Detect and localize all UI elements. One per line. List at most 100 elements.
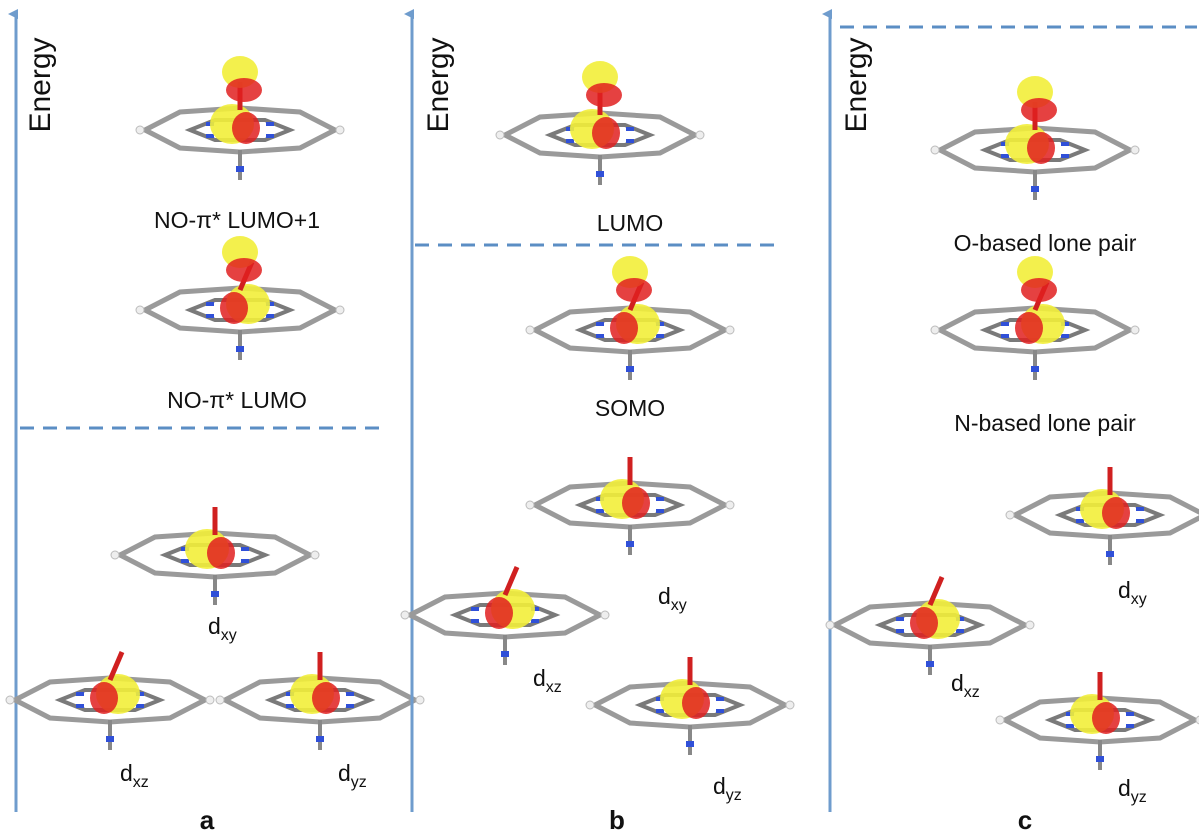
- nitrogen: [206, 302, 214, 306]
- nitrogen: [1061, 154, 1069, 158]
- nitrogen: [206, 314, 214, 318]
- lobe-red: [1027, 132, 1055, 164]
- nitrogen: [566, 139, 574, 143]
- nitrogen: [596, 334, 604, 338]
- nitrogen: [626, 139, 634, 143]
- nitrogen: [1136, 519, 1144, 523]
- orbital-label: NO-π* LUMO+1: [154, 207, 320, 233]
- nitrogen: [241, 559, 249, 563]
- hydrogen: [826, 621, 834, 629]
- nitrogen: [1001, 334, 1009, 338]
- hydrogen: [136, 126, 144, 134]
- orbital-letter: d: [1118, 577, 1131, 603]
- orbital-label: O-based lone pair: [954, 230, 1137, 256]
- orbital-label: N-based lone pair: [954, 410, 1136, 436]
- nitrogen: [656, 497, 664, 501]
- nitrogen: [206, 134, 214, 138]
- orbital-subscript: yz: [1131, 789, 1147, 806]
- orbital-label: LUMO: [597, 210, 663, 236]
- ligand-n: [316, 736, 324, 742]
- axis-label: Energy: [840, 37, 873, 132]
- nitrogen: [531, 619, 539, 623]
- orbital-subscript: xy: [1131, 591, 1147, 608]
- panel-label: c: [1018, 805, 1032, 835]
- ligand-n: [626, 366, 634, 372]
- hydrogen: [996, 716, 1004, 724]
- hydrogen: [726, 501, 734, 509]
- nitrogen: [896, 617, 904, 621]
- orbital-subscript: xz: [133, 774, 149, 791]
- nitrogen: [181, 559, 189, 563]
- hydrogen: [401, 611, 409, 619]
- molecule: [216, 652, 424, 750]
- orbital-subscript: yz: [351, 774, 367, 791]
- molecule: [931, 256, 1139, 380]
- nitrogen: [656, 334, 664, 338]
- axis-label: Energy: [422, 37, 455, 132]
- molecule: [401, 567, 609, 665]
- nitrogen: [1136, 507, 1144, 511]
- lobe-red: [232, 112, 260, 144]
- hydrogen: [726, 326, 734, 334]
- lobe-red: [622, 487, 650, 519]
- orbital-label: dxz: [120, 760, 149, 791]
- nitrogen: [266, 134, 274, 138]
- hydrogen: [526, 501, 534, 509]
- nitrogen: [266, 122, 274, 126]
- molecule: [931, 76, 1139, 200]
- ligand-n: [106, 736, 114, 742]
- nitrogen: [241, 547, 249, 551]
- molecule: [996, 672, 1199, 770]
- nitrogen: [346, 692, 354, 696]
- ligand-n: [626, 541, 634, 547]
- orbital-subscript: xz: [546, 679, 562, 696]
- molecule: [586, 657, 794, 755]
- ligand-n: [211, 591, 219, 597]
- nitrogen: [716, 697, 724, 701]
- orbital-subscript: yz: [726, 787, 742, 804]
- hydrogen: [6, 696, 14, 704]
- nitrogen: [656, 709, 664, 713]
- nitrogen: [136, 704, 144, 708]
- nitrogen: [896, 629, 904, 633]
- hydrogen: [311, 551, 319, 559]
- nitrogen: [346, 704, 354, 708]
- molecule: [1006, 467, 1199, 565]
- orbital-letter: d: [951, 670, 964, 696]
- lobe-red: [910, 607, 938, 639]
- orbital-subscript: xy: [221, 627, 237, 644]
- nitrogen: [1066, 724, 1074, 728]
- hydrogen: [1131, 146, 1139, 154]
- molecule: [496, 61, 704, 185]
- molecule: [111, 507, 319, 605]
- lobe-red: [220, 292, 248, 324]
- orbital-label: dxy: [208, 613, 237, 644]
- orbital-label: dxz: [951, 670, 980, 701]
- hydrogen: [206, 696, 214, 704]
- panel-label: a: [200, 805, 215, 835]
- lobe-red: [592, 117, 620, 149]
- nitrogen: [266, 314, 274, 318]
- hydrogen: [416, 696, 424, 704]
- molecule: [6, 652, 214, 750]
- lobe-red: [1015, 312, 1043, 344]
- orbital-letter: d: [120, 760, 133, 786]
- orbital-label: NO-π* LUMO: [167, 387, 307, 413]
- lobe-upper-red: [586, 83, 622, 107]
- hydrogen: [136, 306, 144, 314]
- nitrogen: [1076, 519, 1084, 523]
- nitrogen: [471, 619, 479, 623]
- orbital-subscript: xz: [964, 684, 980, 701]
- nitrogen: [596, 322, 604, 326]
- molecule: [826, 577, 1034, 675]
- axis-label: Energy: [24, 37, 57, 132]
- lobe-red: [610, 312, 638, 344]
- nitrogen: [626, 127, 634, 131]
- orbital-label: dyz: [713, 773, 742, 804]
- hydrogen: [336, 126, 344, 134]
- hydrogen: [601, 611, 609, 619]
- molecule: [136, 236, 344, 360]
- nitrogen: [596, 509, 604, 513]
- ligand-n: [1106, 551, 1114, 557]
- nitrogen: [716, 709, 724, 713]
